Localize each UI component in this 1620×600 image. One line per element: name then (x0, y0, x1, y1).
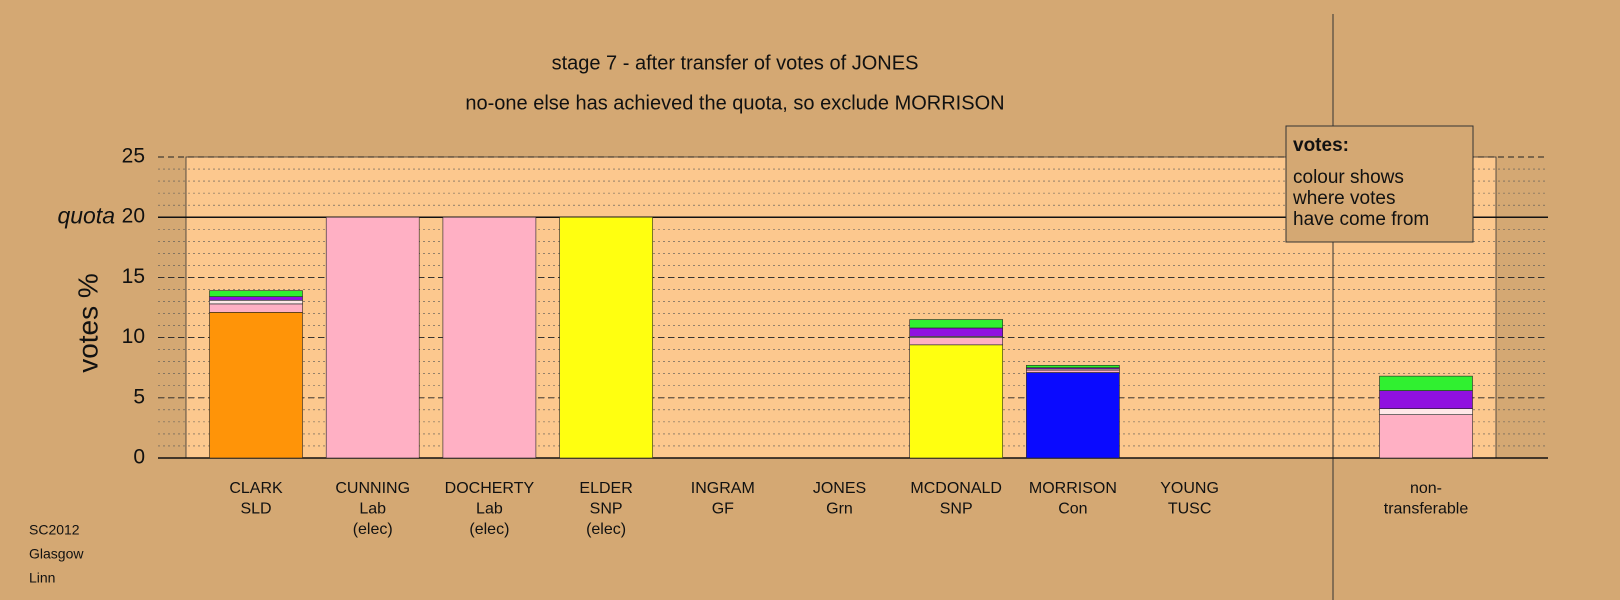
bar-segment (909, 319, 1004, 329)
legend-box (1285, 125, 1474, 243)
bar-segment (209, 296, 303, 301)
x-tick-label: TUSC (1168, 501, 1212, 518)
footer-text: SC2012 (29, 522, 80, 538)
bar-segment (1026, 369, 1120, 373)
bar-segment (1379, 375, 1473, 391)
footer-text: Linn (29, 570, 55, 586)
bar-segment (1026, 372, 1120, 459)
x-tick-label: MORRISON (1029, 480, 1117, 497)
x-tick-label: ELDER (579, 480, 632, 497)
y-tick-label: 0 (133, 446, 145, 469)
legend-text: have come from (1293, 209, 1429, 230)
y-tick-label: 25 (122, 145, 145, 168)
x-tick-label: INGRAM (691, 480, 755, 497)
y-tick-label: 10 (122, 325, 145, 348)
x-tick-label: CLARK (229, 480, 283, 497)
x-tick-label: YOUNG (1160, 480, 1219, 497)
bar-segment (909, 337, 1004, 346)
x-tick-label: Lab (359, 501, 386, 518)
y-tick-label: 5 (133, 385, 145, 408)
x-tick-label: SLD (240, 501, 271, 518)
x-tick-label: non- (1410, 480, 1442, 497)
legend-text: where votes (1292, 188, 1395, 209)
y-tick-label: 15 (122, 265, 145, 288)
x-tick-label: GF (712, 501, 734, 518)
x-tick-label: Con (1058, 501, 1087, 518)
bar-segment (1379, 414, 1473, 459)
x-tick-label: Grn (826, 501, 853, 518)
quota-label: quota (57, 202, 115, 228)
x-tick-label: SNP (590, 501, 623, 518)
legend-text: colour shows (1293, 167, 1404, 188)
x-tick-label: DOCHERTY (445, 480, 535, 497)
x-tick-label: transferable (1384, 501, 1469, 518)
x-tick-label: (elec) (469, 521, 509, 538)
bar-segment (209, 290, 303, 297)
x-tick-label: CUNNING (335, 480, 410, 497)
footer-text: Glasgow (29, 546, 84, 562)
bar-segment (325, 216, 420, 459)
x-tick-label: Lab (476, 501, 503, 518)
x-tick-label: MCDONALD (910, 480, 1002, 497)
x-tick-label: (elec) (353, 521, 393, 538)
bar-segment (909, 344, 1004, 459)
x-tick-label: JONES (813, 480, 866, 497)
bar-segment (909, 327, 1004, 337)
legend-title: votes: (1293, 135, 1349, 156)
bar-segment (559, 216, 653, 459)
chart-title: stage 7 - after transfer of votes of JON… (552, 52, 919, 74)
bar-segment (1026, 364, 1120, 368)
bar-segment (209, 299, 303, 305)
bar-segment (209, 303, 303, 313)
bar-segment (209, 312, 303, 459)
bar-segment (1379, 390, 1473, 409)
x-tick-label: (elec) (586, 521, 626, 538)
bar-segment (1379, 408, 1473, 415)
y-axis-label: votes % (72, 273, 103, 373)
y-tick-label: 20 (122, 205, 145, 228)
chart-subtitle: no-one else has achieved the quota, so e… (465, 92, 1004, 114)
x-tick-label: SNP (940, 501, 973, 518)
bar-segment (442, 216, 537, 459)
